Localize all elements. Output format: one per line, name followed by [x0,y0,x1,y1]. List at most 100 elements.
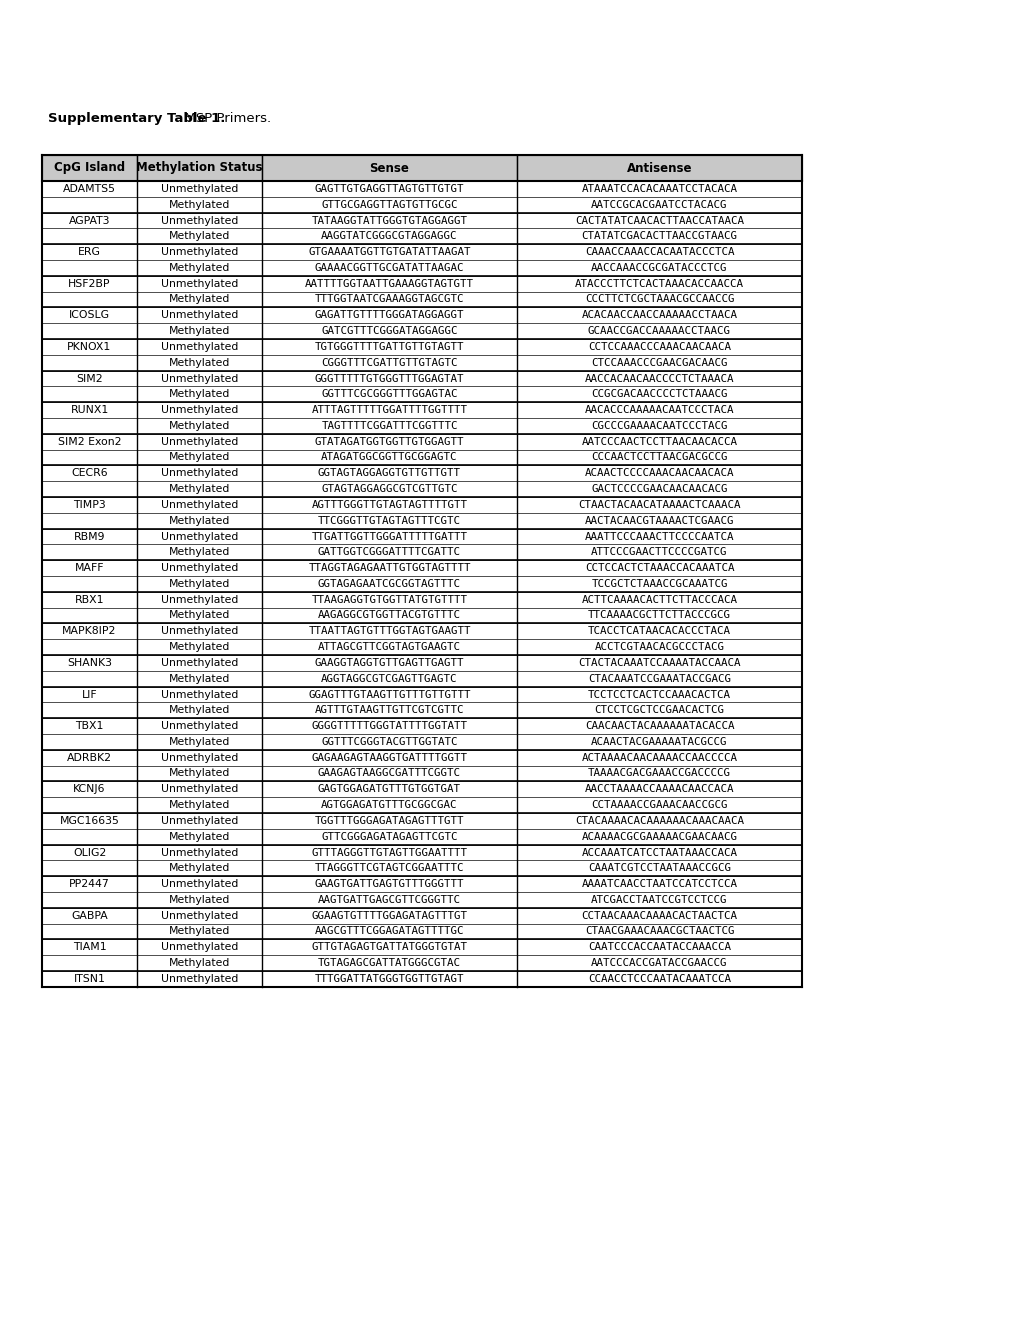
Text: Antisense: Antisense [626,161,692,174]
Text: GAAGAGTAAGGCGATTTCGGTC: GAAGAGTAAGGCGATTTCGGTC [318,768,461,779]
Text: CECR6: CECR6 [71,469,108,478]
Text: TTAATTAGTGTTTGGTAGTGAAGTT: TTAATTAGTGTTTGGTAGTGAAGTT [308,626,471,636]
Text: GCAACCGACCAAAAACCTAACG: GCAACCGACCAAAAACCTAACG [587,326,731,337]
Text: GTAGTAGGAGGCGTCGTTGTC: GTAGTAGGAGGCGTCGTTGTC [321,484,458,494]
Bar [42,781,137,797]
Bar [262,512,517,528]
Text: TGTGGGTTTTGATTGTTGTAGTT: TGTGGGTTTTGATTGTTGTAGTT [315,342,464,352]
Text: CCTAAAACCGAAACAACCGCG: CCTAAAACCGAAACAACCGCG [591,800,727,810]
Text: ACTTCAAAACACTTCTTACCCACA: ACTTCAAAACACTTCTTACCCACA [581,595,737,605]
Text: AATCCGCACGAATCCTACACG: AATCCGCACGAATCCTACACG [591,199,727,210]
Bar [42,892,137,908]
Text: Unmethylated: Unmethylated [161,689,238,700]
Text: CCGCGACAACCCCTCTAAACG: CCGCGACAACCCCTCTAAACG [591,389,727,399]
Text: CTATATCGACACTTAACCGTAACG: CTATATCGACACTTAACCGTAACG [581,231,737,242]
Bar [517,892,801,908]
Bar [517,371,801,387]
Text: CACTATATCAACACTTAACCATAACA: CACTATATCAACACTTAACCATAACA [575,215,743,226]
Text: Unmethylated: Unmethylated [161,247,238,257]
Bar [517,528,801,544]
Text: Methylated: Methylated [169,705,230,715]
Text: ATTTAGTTTTTGGATTTTGGTTTT: ATTTAGTTTTTGGATTTTGGTTTT [311,405,467,414]
Text: AAGTGATTGAGCGTTCGGGTTC: AAGTGATTGAGCGTTCGGGTTC [318,895,461,906]
Bar [137,292,262,308]
Text: Methylated: Methylated [169,263,230,273]
Text: TATAAGGTATTGGGTGTAGGAGGT: TATAAGGTATTGGGTGTAGGAGGT [311,215,467,226]
Text: Unmethylated: Unmethylated [161,469,238,478]
Text: GTATAGATGGTGGTTGTGGAGTT: GTATAGATGGTGGTTGTGGAGTT [315,437,464,446]
Bar [517,512,801,528]
Text: TTAGGTAGAGAATTGTGGTAGTTTT: TTAGGTAGAGAATTGTGGTAGTTTT [308,564,471,573]
Text: GATCGTTTCGGGATAGGAGGC: GATCGTTTCGGGATAGGAGGC [321,326,458,337]
Bar [42,244,137,260]
Bar [137,686,262,702]
Bar [262,766,517,781]
Bar [137,750,262,766]
Bar [137,956,262,972]
Bar [517,418,801,434]
Bar [137,482,262,498]
Text: GAGAAGAGTAAGGTGATTTTGGTT: GAGAAGAGTAAGGTGATTTTGGTT [311,752,467,763]
Text: TTAGGGTTCGTAGTCGGAATTTC: TTAGGGTTCGTAGTCGGAATTTC [315,863,464,874]
Text: TIMP3: TIMP3 [73,500,106,510]
Bar [517,323,801,339]
Bar [262,639,517,655]
Bar [262,260,517,276]
Text: Unmethylated: Unmethylated [161,974,238,983]
Text: ACCTCGTAACACGCCCTACG: ACCTCGTAACACGCCCTACG [594,642,723,652]
Bar [137,607,262,623]
Bar [137,876,262,892]
Text: ADAMTS5: ADAMTS5 [63,183,116,194]
Bar [517,781,801,797]
Text: Methylated: Methylated [169,832,230,842]
Bar [42,466,137,482]
Text: TGTAGAGCGATTATGGGCGTAC: TGTAGAGCGATTATGGGCGTAC [318,958,461,968]
Bar [42,154,137,181]
Bar [42,181,137,197]
Text: GAGTTGTGAGGTTAGTGTTGTGT: GAGTTGTGAGGTTAGTGTTGTGT [315,183,464,194]
Text: Methylated: Methylated [169,579,230,589]
Text: TBX1: TBX1 [75,721,104,731]
Bar [42,734,137,750]
Bar [137,845,262,861]
Text: TGGTTTGGGAGATAGAGTTTGTT: TGGTTTGGGAGATAGAGTTTGTT [315,816,464,826]
Text: Unmethylated: Unmethylated [161,847,238,858]
Text: Unmethylated: Unmethylated [161,721,238,731]
Text: Unmethylated: Unmethylated [161,405,238,414]
Bar [137,498,262,512]
Bar [262,876,517,892]
Text: Unmethylated: Unmethylated [161,183,238,194]
Bar [42,339,137,355]
Bar [137,466,262,482]
Bar [137,213,262,228]
Bar [42,308,137,323]
Text: KCNJ6: KCNJ6 [73,784,106,795]
Text: CCTCCACTCTAAACCACAAATCA: CCTCCACTCTAAACCACAAATCA [584,564,734,573]
Text: HSF2BP: HSF2BP [68,279,111,289]
Bar [42,908,137,924]
Text: CCCAACTCCTTAACGACGCCG: CCCAACTCCTTAACGACGCCG [591,453,727,462]
Text: Methylated: Methylated [169,610,230,620]
Bar [262,213,517,228]
Text: GAGATTGTTTTGGGATAGGAGGT: GAGATTGTTTTGGGATAGGAGGT [315,310,464,321]
Text: CCCTTCTCGCTAAACGCCAACCG: CCCTTCTCGCTAAACGCCAACCG [584,294,734,305]
Text: GTTGTAGAGTGATTATGGGTGTAT: GTTGTAGAGTGATTATGGGTGTAT [311,942,467,952]
Bar [262,323,517,339]
Text: Methylated: Methylated [169,453,230,462]
Text: TCCGCTCTAAACCGCAAATCG: TCCGCTCTAAACCGCAAATCG [591,579,727,589]
Bar [42,924,137,940]
Bar [262,607,517,623]
Bar [262,623,517,639]
Bar [517,623,801,639]
Text: Unmethylated: Unmethylated [161,310,238,321]
Bar [137,528,262,544]
Bar [137,544,262,560]
Text: Unmethylated: Unmethylated [161,279,238,289]
Text: CCTCCAAACCCAAACAACAACA: CCTCCAAACCCAAACAACAACA [587,342,731,352]
Text: ATAAATCCACACAAATCCTACACA: ATAAATCCACACAAATCCTACACA [581,183,737,194]
Text: OLIG2: OLIG2 [72,847,106,858]
Text: Unmethylated: Unmethylated [161,784,238,795]
Bar [262,956,517,972]
Text: AGTTTGTAAGTTGTTCGTCGTTC: AGTTTGTAAGTTGTTCGTCGTTC [315,705,464,715]
Bar [42,607,137,623]
